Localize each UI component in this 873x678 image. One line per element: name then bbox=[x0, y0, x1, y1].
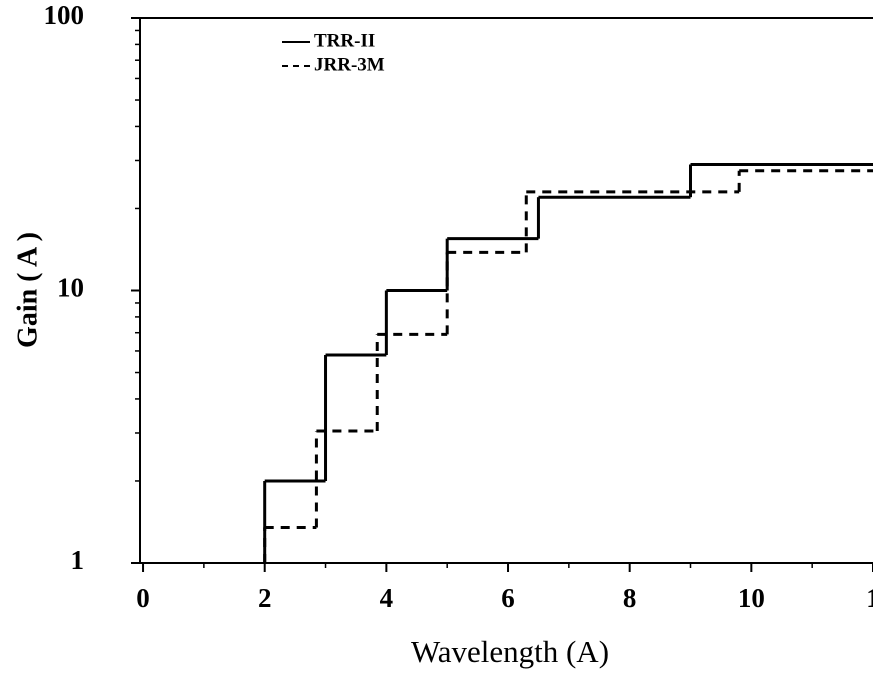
x-tick-label: 1 bbox=[866, 583, 873, 613]
x-tick-label: 8 bbox=[623, 583, 637, 613]
y-tick-label: 100 bbox=[44, 0, 85, 30]
legend-label: JRR-3M bbox=[314, 54, 385, 75]
x-tick-label: 10 bbox=[738, 583, 765, 613]
x-axis-label: Wavelength (A) bbox=[411, 634, 609, 669]
legend-label: TRR-II bbox=[314, 30, 375, 51]
x-tick-label: 2 bbox=[258, 583, 272, 613]
y-axis-label: Gain ( A ) bbox=[12, 232, 43, 348]
y-tick-label: 10 bbox=[57, 273, 84, 303]
x-tick-label: 4 bbox=[380, 583, 394, 613]
x-tick-label: 0 bbox=[136, 583, 150, 613]
x-tick-label: 6 bbox=[501, 583, 515, 613]
y-tick-label: 1 bbox=[71, 545, 85, 575]
